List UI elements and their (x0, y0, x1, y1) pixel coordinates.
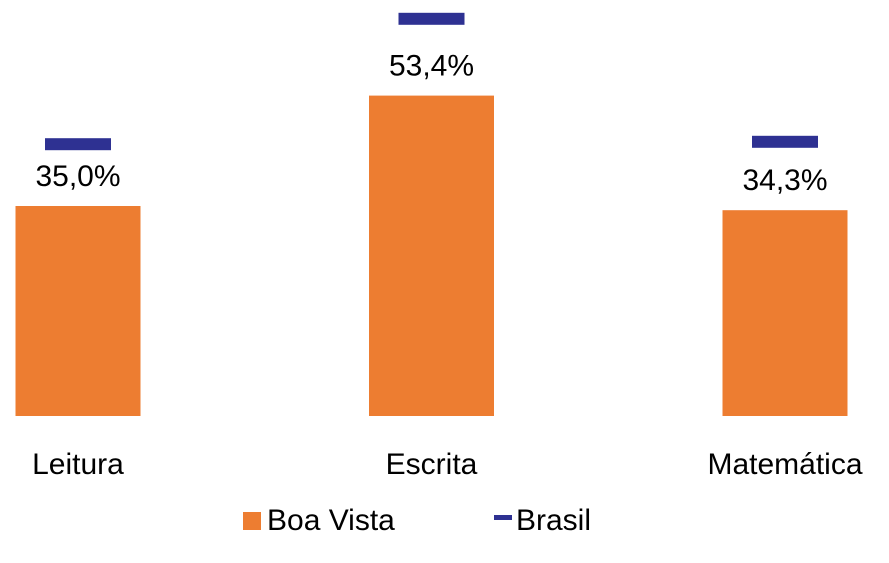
data-label: 53,4% (389, 50, 474, 83)
x-tick-label: Leitura (32, 448, 124, 481)
bar (369, 95, 494, 416)
legend-swatch (494, 515, 512, 520)
legend-swatch (243, 512, 261, 530)
x-tick-label: Matemática (707, 448, 862, 481)
marker-dash (398, 12, 465, 25)
bar (15, 206, 141, 416)
data-label: 35,0% (35, 160, 120, 193)
x-tick-label: Escrita (386, 448, 478, 481)
legend-label: Boa Vista (267, 504, 395, 537)
legend-label: Brasil (516, 504, 591, 537)
data-label: 34,3% (742, 164, 827, 197)
marker-dash (45, 138, 111, 151)
bar (722, 210, 848, 416)
marker-dash (752, 135, 818, 148)
